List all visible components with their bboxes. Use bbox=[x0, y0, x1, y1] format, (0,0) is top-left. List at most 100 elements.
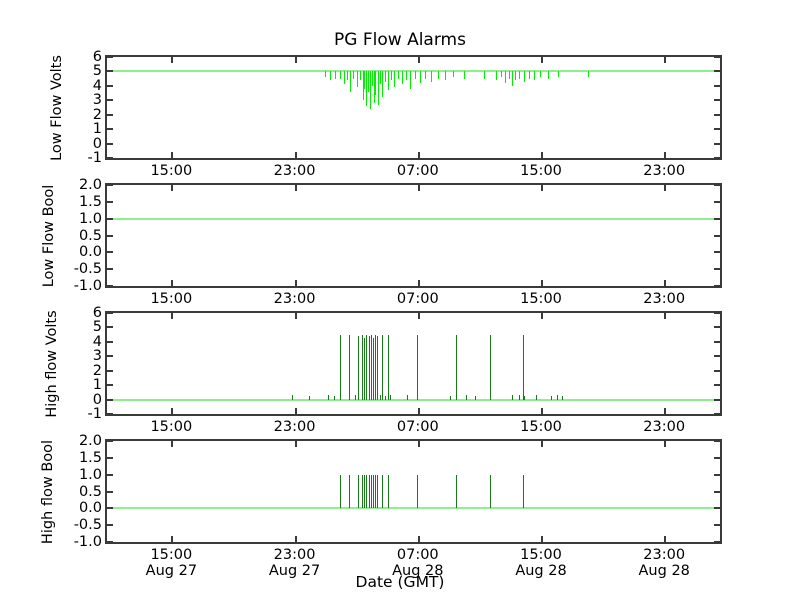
y-tick-0-7 bbox=[107, 157, 113, 159]
series-spike-2-2 bbox=[327, 395, 329, 400]
series-spike-0-50 bbox=[330, 71, 332, 81]
y-tick-1-0 bbox=[107, 184, 113, 186]
series-spike-0-1 bbox=[343, 71, 345, 85]
x-tick-0-4 bbox=[664, 152, 667, 158]
y-tick-3-0 bbox=[107, 440, 113, 442]
series-spike-3-13 bbox=[417, 474, 419, 509]
y-tick-right-1-2 bbox=[714, 217, 720, 220]
plot-area-0 bbox=[107, 57, 720, 158]
series-spike-0-3 bbox=[349, 71, 351, 92]
series-baseline-3-0 bbox=[107, 507, 720, 510]
y-axis-label-0: Low Flow Volts bbox=[49, 55, 65, 161]
y-tick-label-1-1: 1.5 bbox=[78, 193, 102, 210]
subplot-low-flow-bool: 2.0 1.5 1.0 0.5 0.0 -0.5 -1.0 15:00 23:00 07:00 15… bbox=[74, 177, 722, 307]
series-baseline-0-0 bbox=[107, 70, 720, 73]
y-axis-label-2: High flow Volts bbox=[44, 310, 60, 418]
y-tick-3-1 bbox=[107, 456, 113, 459]
y-tick-right-0-3 bbox=[714, 99, 720, 102]
x-tick-label-2-3: 15:00 bbox=[520, 419, 562, 435]
x-tick-label-0-3: 15:00 bbox=[520, 163, 562, 179]
series-spike-0-19 bbox=[387, 71, 389, 91]
y-tick-0-6 bbox=[107, 142, 113, 145]
y-tick-right-3-3 bbox=[714, 490, 720, 493]
x-tick-label-3-1: 23:00 Aug 27 bbox=[268, 547, 321, 579]
y-tick-1-1 bbox=[107, 200, 113, 203]
x-tick-label-2-0: 15:00 bbox=[150, 419, 193, 435]
series-spike-0-26 bbox=[414, 71, 416, 79]
series-spike-0-37 bbox=[505, 71, 507, 83]
series-spike-0-28 bbox=[425, 71, 427, 79]
x-tick-top-2-2 bbox=[417, 313, 420, 319]
y-tick-label-3-0: 2.0 bbox=[78, 433, 102, 449]
x-tick-label-0-4: 23:00 bbox=[643, 163, 686, 179]
x-tick-top-0-3 bbox=[541, 57, 543, 63]
y-tick-right-0-7 bbox=[714, 157, 720, 159]
x-tick-0-0 bbox=[171, 152, 174, 158]
x-tick-label-2-1: 23:00 bbox=[273, 419, 316, 435]
x-tick-label-3-0: 15:00 Aug 27 bbox=[145, 547, 198, 579]
x-tick-top-3-1 bbox=[294, 441, 297, 447]
y-tick-0-0 bbox=[107, 56, 113, 58]
x-tick-top-1-3 bbox=[541, 185, 543, 191]
x-tick-0-1 bbox=[294, 152, 297, 158]
series-spike-2-35 bbox=[522, 334, 524, 400]
series-spike-2-5 bbox=[380, 395, 382, 400]
series-spike-2-26 bbox=[370, 334, 372, 400]
series-spike-2-21 bbox=[357, 336, 359, 400]
y-tick-right-2-2 bbox=[714, 340, 720, 343]
y-tick-label-3-1: 1.5 bbox=[78, 449, 102, 466]
x-tick-top-2-4 bbox=[664, 313, 667, 319]
x-tick-label-3-4: 23:00 Aug 28 bbox=[638, 547, 690, 579]
series-spike-0-4 bbox=[352, 71, 354, 79]
x-tick-top-3-3 bbox=[541, 441, 543, 447]
x-tick-1-3 bbox=[541, 280, 543, 286]
y-tick-label-1-0: 2.0 bbox=[78, 177, 102, 193]
chart-title: PG Flow Alarms bbox=[334, 30, 466, 50]
series-spike-0-46 bbox=[548, 71, 550, 79]
y-tick-right-0-5 bbox=[714, 128, 720, 131]
series-spike-3-7 bbox=[370, 474, 372, 509]
series-spike-0-47 bbox=[557, 71, 559, 78]
y-tick-1-2 bbox=[107, 217, 113, 220]
series-spike-2-12 bbox=[511, 395, 513, 400]
series-spike-2-18 bbox=[561, 395, 563, 400]
x-tick-top-3-0 bbox=[171, 441, 174, 447]
y-tick-label-3-6: -1.0 bbox=[73, 534, 102, 550]
x-tick-top-3-4 bbox=[664, 441, 667, 447]
y-tick-right-3-1 bbox=[714, 456, 720, 459]
x-tick-top-0-2 bbox=[417, 57, 420, 63]
series-spike-0-27 bbox=[419, 71, 421, 83]
y-tick-right-3-2 bbox=[714, 473, 720, 476]
y-tick-label-3-3: 0.5 bbox=[78, 483, 102, 500]
series-spike-3-10 bbox=[377, 474, 379, 509]
series-spike-0-41 bbox=[518, 71, 520, 79]
series-spike-0-48 bbox=[588, 71, 590, 78]
y-tick-right-1-4 bbox=[714, 251, 720, 254]
subplot-high-flow-volts: 6 5 4 3 2 1 0 -1 15:00 23:00 07:00 15:00 23:00 bbox=[88, 305, 722, 435]
y-tick-label-0-3: 3 bbox=[92, 92, 102, 109]
x-tick-top-1-1 bbox=[294, 185, 297, 191]
series-spike-2-30 bbox=[382, 334, 384, 400]
y-tick-label-0-0: 6 bbox=[92, 49, 102, 65]
series-spike-2-28 bbox=[375, 334, 377, 400]
y-tick-1-3 bbox=[107, 234, 113, 237]
y-tick-right-2-0 bbox=[714, 312, 720, 314]
y-tick-right-2-5 bbox=[714, 384, 720, 387]
y-tick-right-2-1 bbox=[714, 326, 720, 329]
y-tick-right-2-3 bbox=[714, 355, 720, 358]
series-spike-2-23 bbox=[364, 337, 366, 400]
y-tick-label-0-7: -1 bbox=[87, 150, 102, 166]
x-tick-label-1-0: 15:00 bbox=[150, 291, 193, 307]
series-baseline-2-0 bbox=[107, 398, 720, 401]
series-spike-0-8 bbox=[364, 71, 366, 89]
series-spike-2-11 bbox=[474, 395, 476, 400]
series-spike-0-13 bbox=[373, 71, 375, 104]
x-tick-label-2-4: 23:00 bbox=[643, 419, 686, 435]
y-tick-3-5 bbox=[107, 524, 113, 527]
series-spike-0-11 bbox=[369, 71, 371, 109]
series-spike-3-3 bbox=[362, 474, 363, 509]
y-tick-right-1-0 bbox=[714, 184, 720, 186]
series-spike-0-24 bbox=[406, 71, 408, 81]
series-baseline-1-0 bbox=[107, 217, 720, 220]
plot-area-2 bbox=[107, 313, 720, 414]
